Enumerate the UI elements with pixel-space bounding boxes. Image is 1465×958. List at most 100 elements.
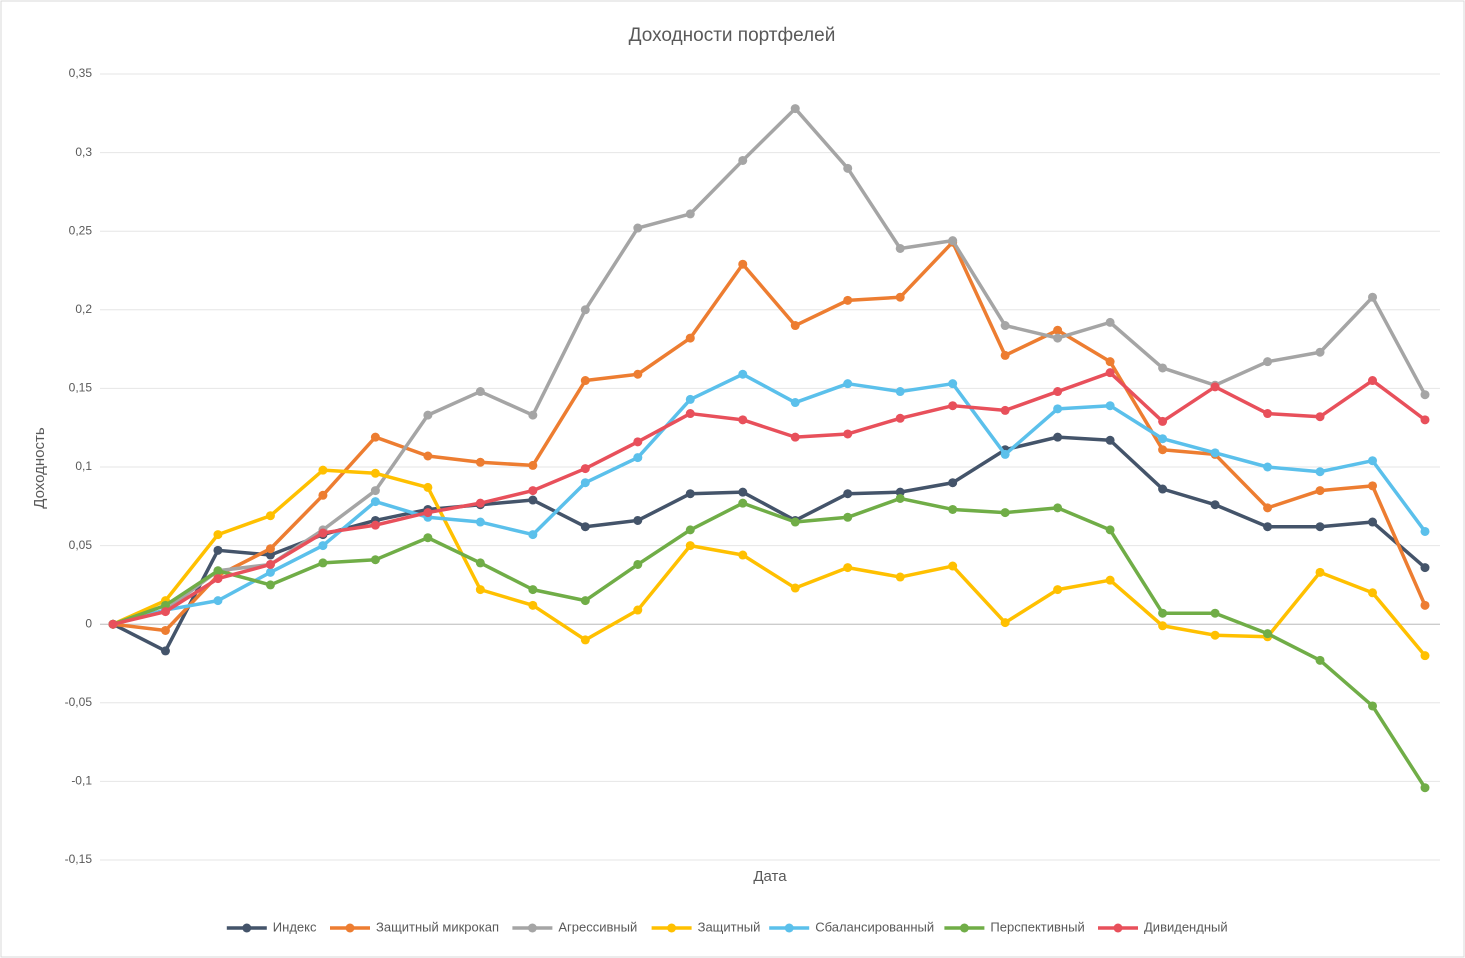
point [633, 437, 643, 447]
point [1000, 449, 1010, 459]
point [685, 541, 695, 551]
point [1158, 434, 1168, 444]
legend-label: Дивидендный [1144, 919, 1228, 934]
y-tick-label: -0,15 [65, 852, 93, 866]
point [685, 394, 695, 404]
point [843, 163, 853, 173]
point [895, 387, 905, 397]
series [108, 369, 1430, 629]
point [1315, 486, 1325, 496]
point [1420, 600, 1430, 610]
point [580, 596, 590, 606]
point [475, 558, 485, 568]
point [1263, 503, 1273, 513]
legend-label: Защитный микрокап [376, 919, 499, 934]
point [370, 555, 380, 565]
point [265, 567, 275, 577]
series [108, 465, 1430, 661]
legend-marker [345, 923, 355, 933]
series [108, 493, 1430, 793]
point [475, 387, 485, 397]
point [895, 413, 905, 423]
point [843, 512, 853, 522]
point [265, 559, 275, 569]
point [1000, 405, 1010, 415]
point [738, 369, 748, 379]
point [1420, 390, 1430, 400]
series-line [112, 496, 1427, 789]
point [1000, 508, 1010, 518]
point [475, 585, 485, 595]
point [213, 574, 223, 584]
y-tick-label: 0,2 [75, 302, 92, 316]
point [370, 432, 380, 442]
point [790, 398, 800, 408]
legend-label: Защитный [698, 919, 761, 934]
legend-marker [242, 923, 252, 933]
y-tick-label: 0,25 [69, 223, 93, 237]
legend-marker [667, 923, 677, 933]
legend-marker [784, 923, 794, 933]
point [528, 530, 538, 540]
legend-marker [959, 923, 969, 933]
point [895, 292, 905, 302]
point [1315, 467, 1325, 477]
point [528, 495, 538, 505]
point [1210, 448, 1220, 458]
point [633, 559, 643, 569]
point [1158, 445, 1168, 455]
point [1158, 484, 1168, 494]
point [948, 504, 958, 514]
point [265, 544, 275, 554]
point [1053, 432, 1063, 442]
point [1315, 412, 1325, 422]
point [318, 541, 328, 551]
point [1263, 357, 1273, 367]
point [370, 497, 380, 507]
point [790, 321, 800, 331]
point [633, 369, 643, 379]
point [108, 619, 118, 629]
series-line [112, 106, 1427, 626]
point [580, 376, 590, 386]
point [528, 585, 538, 595]
point [843, 489, 853, 499]
point [370, 468, 380, 478]
point [318, 558, 328, 568]
point [633, 453, 643, 463]
point [318, 528, 328, 538]
point [265, 580, 275, 590]
point [318, 490, 328, 500]
point [843, 563, 853, 573]
point [213, 566, 223, 576]
point [1158, 608, 1168, 618]
series [108, 368, 1430, 629]
point [475, 498, 485, 508]
point [685, 489, 695, 499]
x-axis-title: Дата [753, 868, 787, 885]
point [738, 259, 748, 269]
point [895, 487, 905, 497]
series-line [112, 240, 1427, 633]
point [423, 482, 433, 492]
point [738, 550, 748, 560]
point [370, 520, 380, 530]
point [265, 550, 275, 560]
point [1158, 621, 1168, 631]
series-line [112, 372, 1427, 626]
point [1368, 701, 1378, 711]
point [580, 635, 590, 645]
point [948, 478, 958, 488]
point [1368, 456, 1378, 466]
y-tick-label: -0,1 [71, 774, 92, 788]
y-tick-label: 0,15 [69, 381, 93, 395]
point [528, 600, 538, 610]
point [370, 486, 380, 496]
point [1158, 416, 1168, 426]
y-axis-title: Доходность [31, 427, 48, 509]
point [1053, 585, 1063, 595]
point [790, 517, 800, 527]
